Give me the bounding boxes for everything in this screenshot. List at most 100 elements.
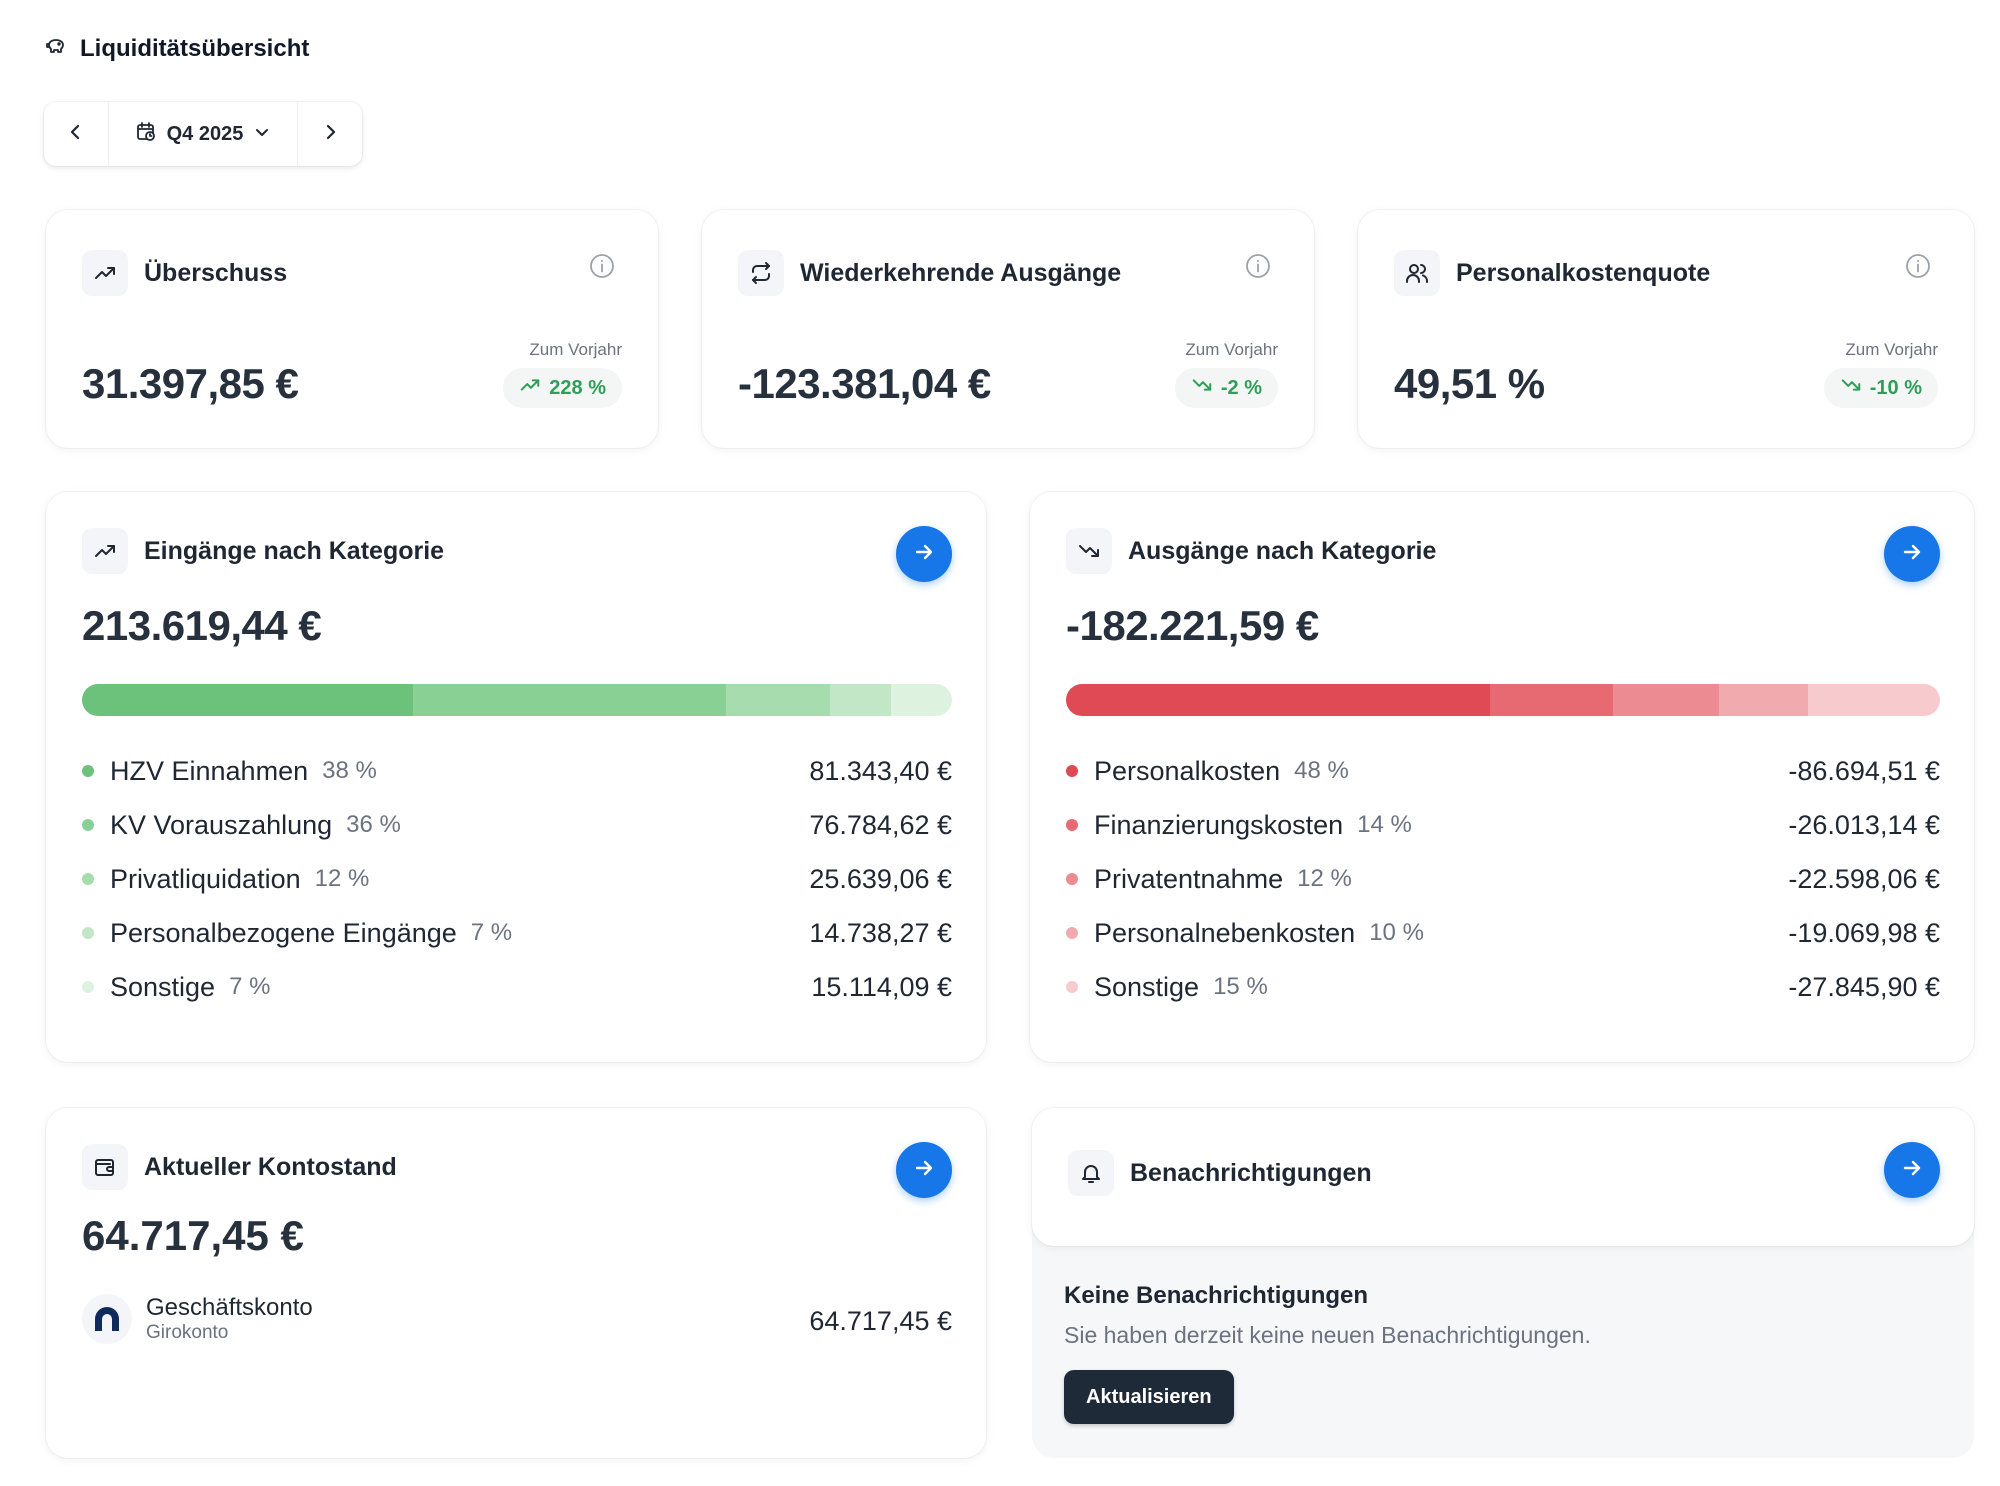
- category-percent: 15 %: [1213, 973, 1268, 1000]
- kpi-change-badge: -10 %: [1823, 368, 1938, 408]
- category-row: Personalnebenkosten 10 % -19.069,98 €: [1066, 906, 1940, 960]
- category-color-dot: [1066, 765, 1078, 777]
- category-amount: -86.694,51 €: [1788, 755, 1940, 786]
- bar-segment: [82, 684, 413, 716]
- kpi-compare-label: Zum Vorjahr: [529, 340, 622, 359]
- kpi-card-surplus: Überschuss 31.397,85 € Zum Vorjahr 228 %: [46, 210, 658, 448]
- open-account-button[interactable]: [896, 1142, 952, 1198]
- category-amount: -26.013,14 €: [1788, 809, 1940, 840]
- category-name: Sonstige: [1094, 971, 1200, 1002]
- account-amount: 64.717,45 €: [809, 1306, 952, 1336]
- empty-state-title: Keine Benachrichtigungen: [1064, 1282, 1369, 1309]
- next-period-button[interactable]: [298, 102, 362, 166]
- card-title: Ausgänge nach Kategorie: [1128, 536, 1437, 565]
- bar-segment: [1489, 684, 1614, 716]
- expenses-total: -182.221,59 €: [1066, 602, 1319, 649]
- card-title: Benachrichtigungen: [1130, 1158, 1372, 1187]
- category-color-dot: [82, 981, 94, 993]
- category-percent: 14 %: [1357, 811, 1412, 838]
- category-amount: -22.598,06 €: [1788, 863, 1940, 894]
- kpi-change-value: 228 %: [549, 376, 606, 399]
- info-icon[interactable]: [588, 252, 616, 285]
- category-amount: 25.639,06 €: [809, 863, 952, 894]
- kpi-change-value: -2 %: [1220, 376, 1262, 399]
- chevron-down-icon: [253, 123, 271, 146]
- category-color-dot: [82, 873, 94, 885]
- category-percent: 7 %: [470, 919, 513, 946]
- arrow-right-icon: [912, 540, 936, 569]
- info-icon[interactable]: [1244, 252, 1272, 285]
- category-row: KV Vorauszahlung 36 % 76.784,62 €: [82, 798, 952, 852]
- income-distribution-bar: [82, 684, 952, 716]
- refresh-button[interactable]: Aktualisieren: [1064, 1370, 1234, 1424]
- category-color-dot: [1066, 981, 1078, 993]
- kpi-title: Personalkostenquote: [1456, 258, 1711, 287]
- kpi-change-badge: -2 %: [1174, 368, 1278, 408]
- period-switcher: Q4 2025: [44, 102, 362, 166]
- page-title: Liquiditätsübersicht: [80, 34, 310, 62]
- kpi-change-value: -10 %: [1869, 376, 1922, 399]
- users-icon: [1394, 250, 1440, 296]
- category-percent: 48 %: [1294, 757, 1349, 784]
- calendar-icon: [135, 121, 157, 148]
- category-color-dot: [82, 819, 94, 831]
- kpi-compare-label: Zum Vorjahr: [1185, 340, 1278, 359]
- notifications-header: Benachrichtigungen: [1032, 1108, 1974, 1246]
- empty-state-text: Sie haben derzeit keine neuen Benachrich…: [1064, 1322, 1591, 1348]
- category-row: Privatliquidation 12 % 25.639,06 €: [82, 852, 952, 906]
- info-icon[interactable]: [1904, 252, 1932, 285]
- kpi-value: 31.397,85 €: [82, 360, 299, 407]
- account-item[interactable]: Geschäftskonto Girokonto: [82, 1294, 313, 1344]
- category-percent: 10 %: [1369, 919, 1424, 946]
- category-row: HZV Einnahmen 38 % 81.343,40 €: [82, 744, 952, 798]
- kpi-value: 49,51 %: [1394, 360, 1545, 407]
- category-name: Personalkosten: [1094, 755, 1281, 786]
- bar-segment: [725, 684, 831, 716]
- bar-segment: [1719, 684, 1808, 716]
- period-select[interactable]: Q4 2025: [108, 102, 298, 166]
- trending-up-icon: [82, 250, 128, 296]
- kpi-compare-label: Zum Vorjahr: [1845, 340, 1938, 359]
- category-name: KV Vorauszahlung: [110, 809, 333, 840]
- kpi-change-badge: 228 %: [503, 368, 622, 408]
- card-title: Aktueller Kontostand: [144, 1152, 397, 1181]
- category-row: Finanzierungskosten 14 % -26.013,14 €: [1066, 798, 1940, 852]
- open-income-button[interactable]: [896, 526, 952, 582]
- bar-segment: [891, 684, 952, 716]
- previous-period-button[interactable]: [44, 102, 108, 166]
- category-amount: 14.738,27 €: [809, 917, 952, 948]
- bar-segment: [830, 684, 892, 716]
- category-percent: 36 %: [346, 811, 401, 838]
- arrow-right-icon: [1900, 1156, 1924, 1185]
- kpi-card-personnel-cost-ratio: Personalkostenquote 49,51 % Zum Vorjahr …: [1358, 210, 1974, 448]
- bell-icon: [1068, 1150, 1114, 1196]
- category-name: Privatliquidation: [110, 863, 301, 894]
- card-title: Eingänge nach Kategorie: [144, 536, 445, 565]
- kpi-title: Überschuss: [144, 258, 288, 287]
- category-row: Privatentnahme 12 % -22.598,06 €: [1066, 852, 1940, 906]
- category-amount: -19.069,98 €: [1788, 917, 1940, 948]
- kpi-title: Wiederkehrende Ausgänge: [800, 258, 1122, 287]
- piggy-bank-icon: [44, 34, 68, 63]
- category-percent: 12 %: [314, 865, 370, 892]
- category-amount: 76.784,62 €: [809, 809, 952, 840]
- expenses-distribution-bar: [1066, 684, 1940, 716]
- notifications-card: Benachrichtigungen Keine Benachrichtigun…: [1032, 1108, 1974, 1458]
- chevron-right-icon: [320, 122, 340, 147]
- income-total: 213.619,44 €: [82, 602, 322, 649]
- bank-logo-icon: [82, 1294, 132, 1344]
- category-percent: 7 %: [229, 973, 271, 1000]
- trending-up-icon: [519, 374, 541, 402]
- trending-up-icon: [82, 528, 128, 574]
- category-percent: 38 %: [322, 757, 377, 784]
- category-amount: 15.114,09 €: [811, 971, 952, 1002]
- category-row: Sonstige 15 % -27.845,90 €: [1066, 960, 1940, 1014]
- income-by-category-card: Eingänge nach Kategorie 213.619,44 € HZV…: [46, 492, 986, 1062]
- trending-down-icon: [1066, 528, 1112, 574]
- category-color-dot: [1066, 819, 1078, 831]
- category-color-dot: [82, 765, 94, 777]
- open-notifications-button[interactable]: [1884, 1142, 1940, 1198]
- wallet-icon: [82, 1144, 128, 1190]
- page-header: Liquiditätsübersicht: [44, 34, 309, 63]
- open-expenses-button[interactable]: [1884, 526, 1940, 582]
